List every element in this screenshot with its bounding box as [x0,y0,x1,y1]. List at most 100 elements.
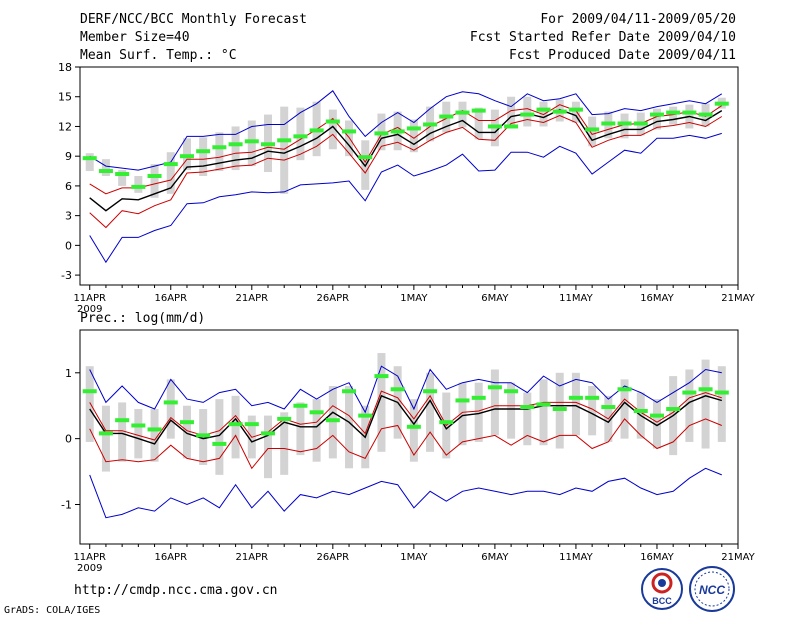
observed-marker [196,149,211,154]
observed-marker [98,169,113,174]
ensemble-spread-box [166,152,175,194]
observed-marker [666,110,681,115]
observed-marker [585,395,600,400]
refer-date: Fcst Started Refer Date 2009/04/10 [469,30,736,45]
y-tick-label: -1 [61,498,72,511]
observed-marker [504,124,519,129]
ensemble-spread-box [118,170,127,186]
ensemble-spread-box [539,379,548,446]
observed-marker [115,418,130,423]
x-tick-label: 26APR [317,293,350,304]
y-tick-label: 9 [65,150,72,163]
source-url[interactable]: http://cmdp.ncc.cma.gov.cn [74,583,278,598]
observed-marker [617,121,632,126]
observed-marker [325,119,340,124]
ensemble-spread-box [328,109,337,150]
y-tick-label: 6 [65,180,72,193]
observed-marker [423,389,438,394]
observed-marker [633,408,648,413]
y-tick-label: 15 [58,91,72,104]
ensemble-spread-box [101,159,110,176]
ensemble-spread-box [571,372,580,436]
ncc-logo-text: NCC [699,583,725,597]
series-line-mean [89,394,722,445]
ncc-logo: NCC [689,566,735,612]
ensemble-spread-box [85,366,94,442]
ensemble-spread-box [166,379,175,439]
y-tick-label: 1 [65,367,72,380]
ensemble-spread-box [426,372,435,452]
x-tick-label: 21MAY [721,552,755,563]
observed-marker [261,431,275,436]
observed-marker [163,400,178,405]
observed-marker [358,413,373,418]
series-line-upper [89,104,723,195]
observed-marker [342,129,357,134]
ensemble-spread-box [588,385,597,436]
ensemble-spread-box [685,369,694,442]
x-tick-label: 6MAY [481,552,509,563]
observed-marker [244,139,259,144]
forecast-period: For 2009/04/11-2009/05/20 [540,12,736,27]
ensemble-spread-box [523,96,532,127]
ensemble-spread-box [717,366,726,442]
ensemble-spread-box [101,405,110,472]
series-line-max [89,90,723,171]
observed-marker [309,128,324,133]
plot-frame [79,66,739,286]
x-tick-label: 21MAY [721,293,755,304]
ensemble-spread-box [150,409,159,462]
observed-marker [98,431,113,436]
ensemble-spread-box [620,379,629,439]
observed-marker [552,407,567,412]
ensemble-spread-box [215,132,224,172]
ensemble-spread-box [377,353,386,452]
observed-marker [196,433,211,438]
ensemble-spread-box [215,399,224,475]
observed-marker [455,398,470,403]
y-tick-label: 12 [58,120,72,133]
ensemble-spread-box [701,359,710,449]
observed-marker [601,405,616,410]
x-tick-label: 6MAY [481,293,509,304]
ensemble-spread-box [507,382,516,439]
observed-marker [406,424,421,429]
observed-marker [520,405,535,410]
y-tick-label: 0 [65,433,72,446]
observed-marker [131,423,146,428]
observed-marker [374,374,389,379]
observed-marker [82,389,97,394]
y-tick-label: 0 [65,239,72,252]
observed-marker [666,407,681,412]
ensemble-spread-box [652,399,661,449]
ensemble-spread-box [134,176,143,193]
observed-marker [228,142,243,147]
x-tick-label: 21APR [236,293,269,304]
ensemble-spread-box [280,106,289,194]
series-line-lower [89,418,722,470]
ensemble-spread-box [312,399,321,462]
bcc-logo: BCC [641,568,683,610]
observed-marker [293,403,308,408]
observed-marker [147,427,162,432]
observed-marker [390,387,405,392]
y-tick-label: 3 [65,210,72,223]
observed-marker [358,155,373,160]
observed-marker [536,402,551,407]
observed-marker [439,420,454,425]
observed-marker [682,110,697,115]
observed-marker [568,107,583,112]
member-size: Member Size=40 [80,30,190,45]
ensemble-spread-box [474,107,483,140]
ensemble-spread-box [409,119,418,153]
series-line-upper [89,390,722,441]
ensemble-spread-box [280,412,289,475]
series-line-min [89,467,722,519]
observed-marker [179,420,194,425]
x-tick-label: 11MAY [559,293,593,304]
ensemble-spread-box [571,101,580,123]
observed-marker [147,174,162,178]
observed-marker [585,127,600,132]
